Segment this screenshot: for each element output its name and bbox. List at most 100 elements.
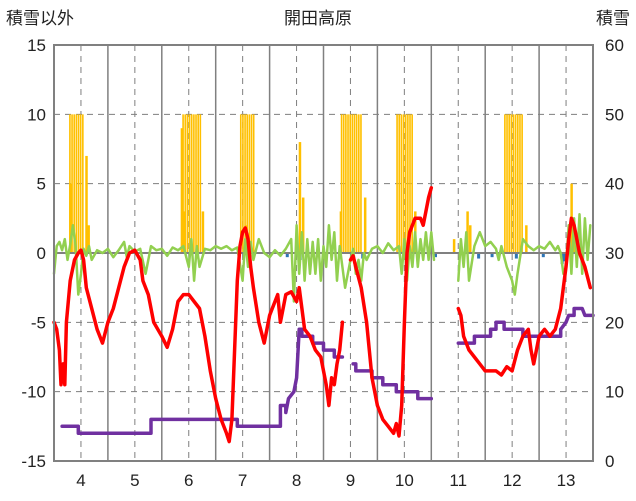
precip-bar [400,114,403,253]
precip-bar [469,225,472,253]
chart-title: 開田高原 [284,9,352,29]
precip-bar [512,114,515,253]
right-tick-label: 10 [605,383,624,402]
precip-bar [525,225,528,253]
precip-bar [510,114,513,253]
left-tick-label: -5 [31,313,46,332]
x-tick-label: 4 [76,471,85,490]
precip-bar [252,114,255,253]
x-tick-label: 12 [503,471,522,490]
x-tick-label: 10 [395,471,414,490]
precip-bar [197,114,199,253]
bar-layer [69,114,576,265]
precip-bar [244,114,246,253]
right-tick-label: 40 [605,175,624,194]
negative-bar [490,253,494,258]
temperature-series [52,226,345,444]
precip-bar [466,211,469,253]
plot-frame [53,44,594,462]
negative-bar [563,253,567,262]
precip-bar [407,114,409,253]
precip-bar [250,114,253,253]
negative-bar [514,253,518,259]
precip-bar [71,114,73,253]
temperature-series [348,186,434,438]
right-tick-label: 20 [605,313,624,332]
precip-bar [349,114,351,253]
precip-bar [402,114,405,253]
precip-bar [180,128,184,253]
x-tick-label: 8 [292,471,301,490]
precip-bar [193,114,195,253]
precip-bar [347,114,349,253]
precip-bar [190,114,193,253]
left-tick-label: -15 [21,452,46,471]
negative-bar [477,253,481,259]
precip-bar [69,114,71,253]
right-tick-label: 50 [605,105,624,124]
precip-bar [69,183,72,253]
precip-bar [79,114,82,253]
precip-bar [77,114,80,253]
negative-bar [541,253,545,258]
x-axis-ticks: 4 5 6 7 8 9 10 11 12 13 [76,471,575,490]
negative-bar [285,253,289,258]
precip-bar [195,114,197,253]
right-axis-ticks: 60 50 40 30 20 10 0 [605,36,624,471]
precip-bar [398,114,401,253]
x-tick-label: 9 [346,471,355,490]
precip-bar [396,114,398,253]
series-layer [52,186,595,444]
x-tick-label: 11 [449,471,467,490]
precip-bar [363,197,367,253]
precip-bar [353,114,356,253]
left-tick-label: 0 [37,244,46,263]
snow-depth-series [456,306,595,345]
right-tick-label: 60 [605,36,624,55]
precip-bar [75,114,78,253]
precip-bar [183,211,186,253]
precip-bar [184,114,187,253]
precip-bar [404,114,407,253]
precip-bar [246,114,249,253]
green-line-series [52,224,436,303]
precip-bar [409,114,411,253]
precip-bar [517,114,519,253]
left-tick-label: 10 [27,105,46,124]
precip-bar [73,114,76,253]
precip-bar [519,114,521,253]
left-axis-label: 積雪以外 [6,9,74,29]
precip-bar [248,114,251,253]
precip-bar [355,114,358,253]
precip-bar [186,114,189,253]
precip-bar [199,114,202,253]
precip-bar [360,114,362,253]
precip-bar [301,197,305,253]
snow-depth-series [60,327,345,436]
precip-bar [87,225,90,253]
x-tick-label: 13 [557,471,576,490]
precip-bar [340,114,343,253]
precip-bar [521,114,523,253]
precip-bar [351,114,354,253]
precip-bar [85,155,88,253]
precip-bar [514,114,517,253]
precip-bar [506,114,508,253]
x-tick-label: 5 [130,471,139,490]
precip-bar [508,114,510,253]
precip-bar [411,114,413,253]
precip-bar [452,239,456,253]
right-tick-label: 30 [605,244,624,263]
precip-bar [504,114,506,253]
right-tick-label: 0 [605,452,614,471]
precip-bar [342,114,345,253]
precip-bar [201,211,205,253]
left-tick-label: 5 [37,175,46,194]
precip-bar [82,114,84,253]
snow-depth-series [351,362,434,401]
precip-bar [345,114,347,253]
left-tick-label: 15 [27,36,46,55]
precip-bar [188,114,191,253]
left-axis-ticks: 15 10 5 0 -5 -10 -15 [21,36,46,471]
